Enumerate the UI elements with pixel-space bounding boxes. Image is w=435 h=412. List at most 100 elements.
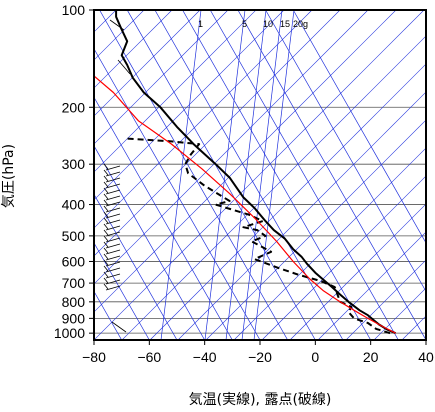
wind-barb — [105, 207, 121, 213]
wind-barb — [105, 273, 121, 279]
wind-barb — [105, 255, 121, 261]
wind-barb-feather — [103, 223, 109, 230]
y-tick-label: 700 — [62, 275, 86, 291]
wind-barb — [105, 225, 121, 231]
wind-barb — [105, 201, 121, 207]
y-tick-label: 1000 — [54, 325, 85, 341]
wind-barb — [105, 165, 121, 171]
wind-barb — [117, 59, 131, 75]
mixing-ratio-label: 15 — [280, 19, 290, 29]
isotherm-line — [94, 242, 150, 340]
adiabat-line — [94, 10, 117, 33]
y-tick-label: 300 — [62, 156, 86, 172]
adiabat-line — [94, 10, 285, 201]
wind-barb-feather — [103, 163, 109, 170]
mixing-ratio-line — [225, 10, 267, 340]
adiabat-line — [345, 259, 426, 340]
mixing-ratio-line — [160, 10, 202, 340]
wind-barb-feather — [103, 253, 109, 260]
adiabat-line — [205, 119, 426, 340]
adiabat-line — [94, 10, 201, 117]
wind-barbs — [103, 19, 131, 333]
mixing-ratio-label: 10 — [263, 19, 273, 29]
adiabat-line — [430, 10, 435, 340]
parcel-path-line — [94, 75, 396, 334]
adiabat-line — [317, 231, 426, 340]
wind-barb-feather — [103, 265, 109, 272]
wind-barb-feather — [103, 229, 109, 236]
isotherm-line — [265, 10, 426, 293]
mixing-ratio-line — [241, 10, 283, 340]
wind-barb-feather — [103, 187, 109, 194]
isotherm-line — [126, 10, 316, 340]
y-tick-label: 400 — [62, 197, 86, 213]
wind-barb — [111, 321, 127, 333]
wind-barb — [105, 243, 121, 249]
adiabat-line — [401, 315, 426, 340]
wind-barb — [105, 231, 121, 237]
wind-barb — [105, 177, 121, 183]
wind-barb — [105, 189, 121, 195]
adiabat-line — [233, 147, 426, 340]
x-tick-label: −80 — [82, 349, 106, 365]
isotherm-line — [94, 193, 178, 340]
isotherm-line — [94, 96, 233, 340]
wind-barb — [105, 237, 121, 243]
wind-barb-feather — [103, 283, 109, 290]
wind-barb-feather — [103, 247, 109, 254]
wind-barb-feather — [103, 277, 109, 284]
adiabat-line — [121, 35, 426, 340]
wind-barb-feather — [103, 259, 109, 266]
wind-barb-feather — [103, 181, 109, 188]
adiabat-line — [94, 10, 369, 285]
mixing-ratio-labels: 1 5 10 15 20 g — [198, 19, 308, 29]
x-tick-label: −20 — [248, 349, 272, 365]
x-tick-label: −40 — [193, 349, 217, 365]
adiabat-line — [149, 63, 426, 340]
adiabat-line — [94, 10, 425, 340]
mixing-ratio-line — [253, 10, 295, 340]
x-tick-label: 40 — [418, 349, 434, 365]
x-axis-title: 気温(実線), 露点(破線) — [189, 392, 332, 408]
isotherm-line — [292, 10, 426, 244]
y-tick-label: 800 — [62, 294, 86, 310]
wind-barb-feather — [103, 217, 109, 224]
y-tick-label: 500 — [62, 228, 86, 244]
x-tick-label: 20 — [363, 349, 379, 365]
wind-barb-feather — [103, 199, 109, 206]
y-axis-title: 気圧(hPa) — [1, 144, 17, 208]
y-tick-label: 900 — [62, 310, 86, 326]
mixing-ratio-label: 20 — [293, 19, 303, 29]
wind-barb — [105, 279, 121, 285]
adiabat-line — [94, 10, 313, 229]
isotherm-line — [99, 10, 288, 340]
wind-barb-feather — [103, 211, 109, 218]
wind-barb — [105, 171, 121, 177]
y-tick-label: 100 — [62, 2, 86, 18]
wind-barb-feather — [103, 271, 109, 278]
mixing-ratio-label: 5 — [242, 19, 247, 29]
series-layer — [94, 10, 396, 335]
wind-barb — [105, 285, 121, 291]
isotherm-line — [209, 10, 399, 340]
x-tick-label: −60 — [137, 349, 161, 365]
temperature-line — [115, 10, 396, 335]
wind-barb-feather — [103, 235, 109, 242]
wind-barb-feather — [103, 241, 109, 248]
isotherm-line — [182, 10, 371, 340]
mixing-ratio-lines — [160, 10, 295, 340]
wind-barb — [109, 19, 125, 31]
x-tick-label: 0 — [311, 349, 319, 365]
adiabat-line — [94, 10, 229, 145]
wind-barb-feather — [103, 169, 109, 176]
x-axis-ticks: −80 −60 −40 −20 0 20 40 — [82, 340, 434, 365]
wind-barb — [105, 213, 121, 219]
wind-barb-feather — [103, 205, 109, 212]
wind-barb — [105, 195, 121, 201]
adiabat-line — [94, 10, 257, 173]
adiabat-line — [94, 10, 397, 313]
wind-barb-feather — [103, 193, 109, 200]
mixing-ratio-label: g — [303, 19, 308, 29]
